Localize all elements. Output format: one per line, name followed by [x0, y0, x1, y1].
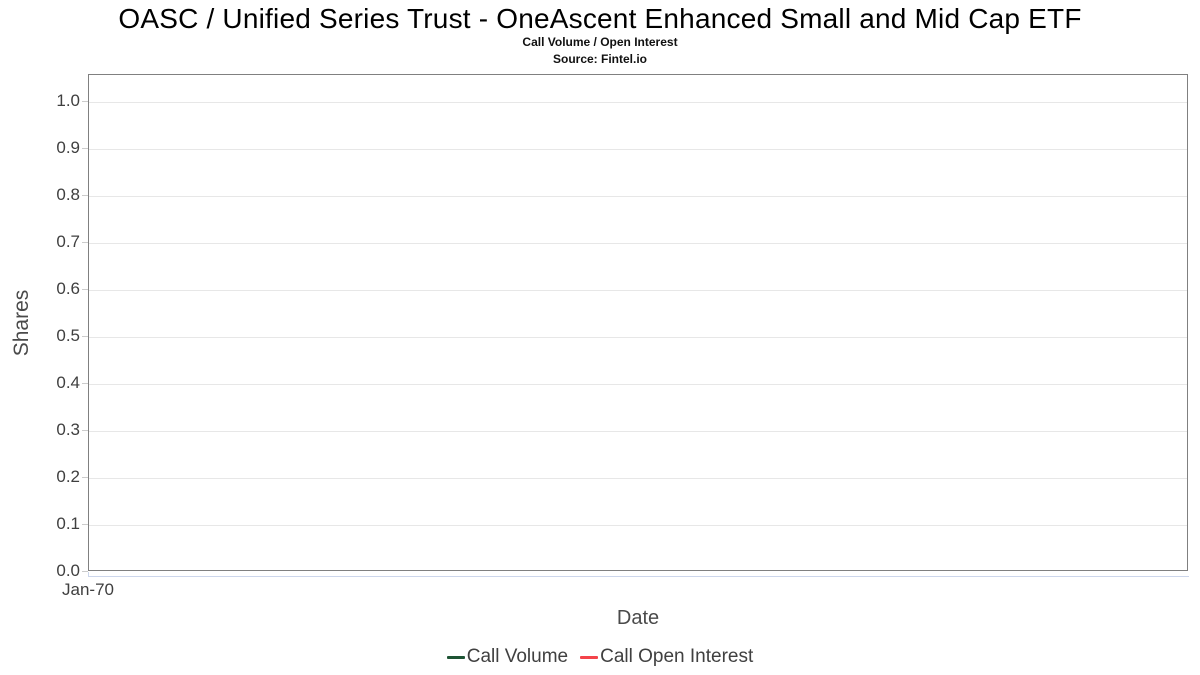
y-tick-label: 0.2 — [56, 466, 80, 486]
legend-item-call-open-interest[interactable]: Call Open Interest — [580, 646, 753, 668]
gridline — [89, 430, 1187, 432]
y-tick-mark — [82, 335, 88, 337]
gridline — [89, 148, 1187, 150]
chart-title: OASC / Unified Series Trust - OneAscent … — [118, 3, 1082, 34]
y-axis-title: Shares — [10, 289, 33, 357]
legend: Call Volume Call Open Interest — [0, 646, 1200, 668]
x-axis-line — [88, 576, 1189, 577]
y-tick-mark — [82, 100, 88, 102]
gridline — [89, 242, 1187, 244]
y-tick-label: 0.9 — [56, 137, 80, 157]
y-tick-label: 0.1 — [56, 513, 80, 533]
y-tick-mark — [82, 476, 88, 478]
x-tick-label: Jan-70 — [62, 580, 114, 599]
x-tick-mark — [88, 572, 89, 577]
y-tick-mark — [82, 194, 88, 196]
y-tick-label: 1.0 — [56, 90, 80, 110]
y-tick-label: 0.3 — [56, 419, 80, 439]
y-tick-label: 0.4 — [56, 372, 80, 392]
y-tick-mark — [82, 147, 88, 149]
y-tick-mark — [82, 288, 88, 290]
gridline — [89, 336, 1187, 338]
call-volume-line-swatch — [446, 655, 465, 659]
y-tick-mark — [82, 429, 88, 431]
gridline — [89, 289, 1187, 291]
plot-area — [88, 74, 1188, 571]
chart-subtitle: Call Volume / Open Interest — [522, 35, 678, 49]
legend-label: Call Open Interest — [600, 646, 754, 667]
y-tick-mark — [82, 241, 88, 243]
y-tick-label: 0.7 — [56, 231, 80, 251]
y-tick-label: 0.6 — [56, 278, 80, 298]
y-tick-mark — [82, 571, 88, 572]
x-axis-title: Date — [616, 607, 660, 629]
gridline — [89, 101, 1187, 103]
y-tick-mark — [82, 382, 88, 384]
call-open-interest-line-swatch — [580, 655, 599, 659]
y-tick-label: 0.5 — [56, 325, 80, 345]
y-tick-label: 0.0 — [56, 561, 80, 580]
legend-item-call-volume[interactable]: Call Volume — [446, 646, 569, 668]
y-tick-label: 0.8 — [56, 184, 80, 204]
gridline — [89, 477, 1187, 479]
y-tick-mark — [82, 523, 88, 525]
chart-source-text: Source: Fintel.io — [552, 52, 647, 66]
legend-label: Call Volume — [466, 646, 569, 667]
gridline — [89, 524, 1187, 526]
gridline — [89, 383, 1187, 385]
gridline — [89, 195, 1187, 197]
